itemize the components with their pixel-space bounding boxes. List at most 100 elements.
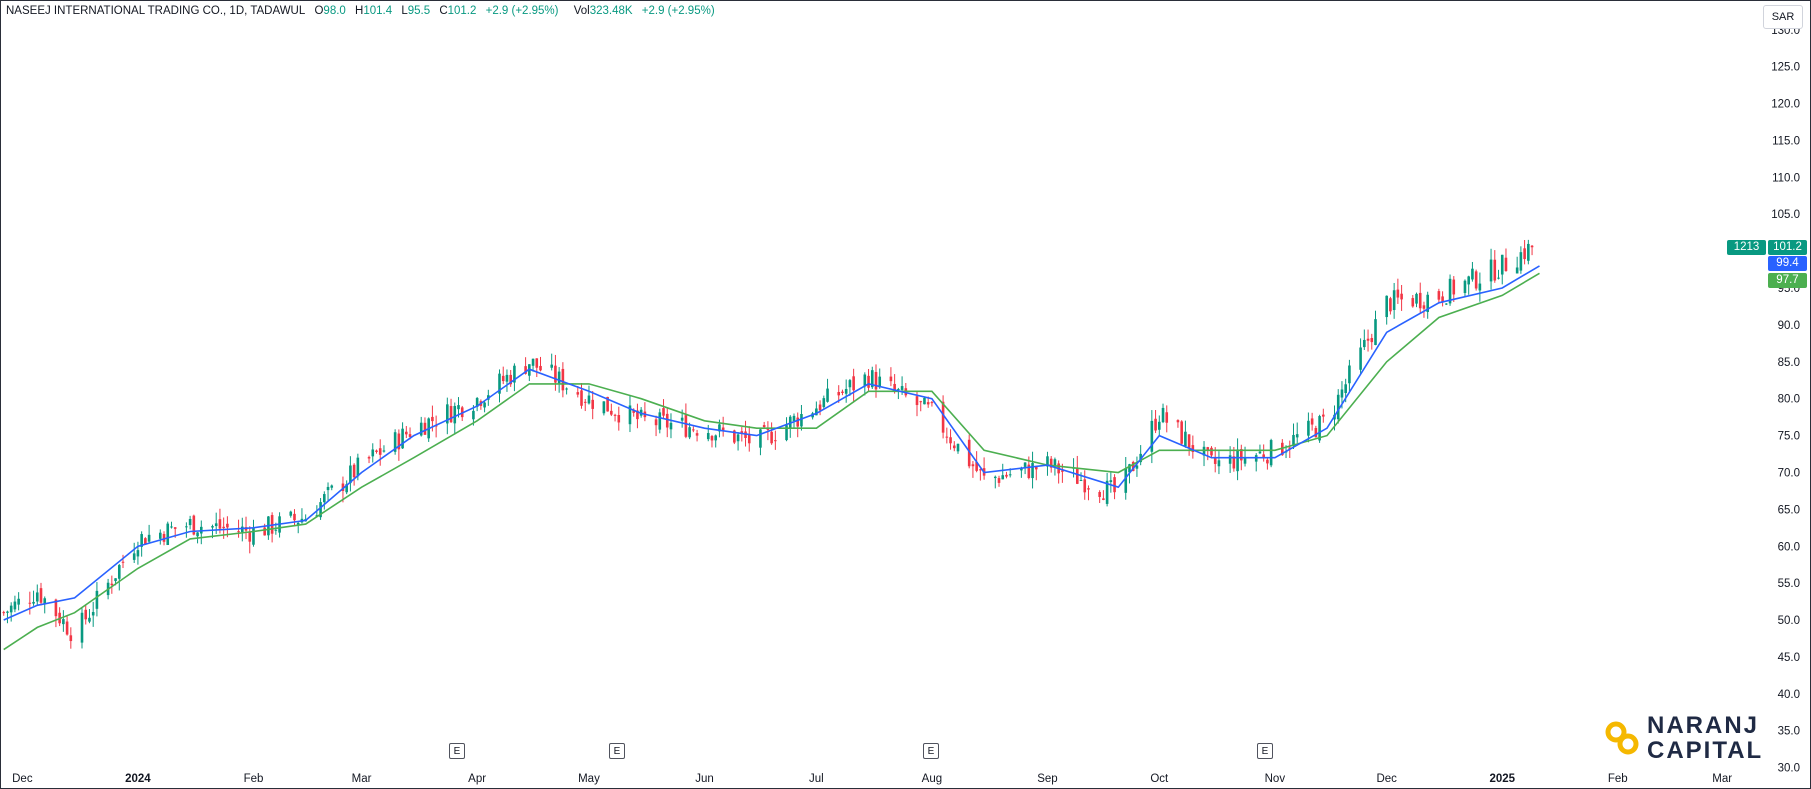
change-value: +2.9 (+2.95%): [485, 5, 559, 17]
candle-body: [1493, 259, 1497, 281]
candle-body: [110, 583, 114, 586]
candle-body: [39, 588, 43, 603]
candle-body: [1187, 434, 1191, 448]
time-axis: Dec 2024 Feb Mar Apr May Jun Jul Aug Sep Oct Nov Dec…: [12, 773, 1732, 785]
candle-body: [770, 431, 773, 444]
earnings-event-marker[interactable]: E: [449, 743, 465, 759]
candle: [956, 443, 960, 454]
candle-body: [792, 415, 796, 422]
candle: [1374, 310, 1377, 346]
candle: [1005, 471, 1008, 479]
candle: [1426, 291, 1429, 319]
candle-body: [188, 519, 192, 526]
earnings-event-marker[interactable]: E: [1257, 743, 1273, 759]
candle: [770, 422, 773, 445]
candle-body: [132, 553, 136, 560]
candle-body: [1020, 467, 1023, 471]
candle-body: [1124, 468, 1128, 493]
candle-body: [613, 414, 617, 416]
candle-body: [472, 410, 475, 420]
candle-body: [170, 526, 173, 528]
candle-body: [680, 417, 684, 421]
currency-button[interactable]: SAR: [1763, 5, 1803, 29]
candle: [1161, 403, 1165, 424]
candle: [498, 369, 501, 403]
candle: [1187, 434, 1191, 456]
candle: [1363, 329, 1366, 351]
candle-body: [863, 374, 867, 387]
candle: [17, 592, 20, 611]
candle-body: [710, 436, 714, 441]
candle: [326, 482, 330, 502]
candle: [1102, 490, 1105, 501]
candle-body: [457, 405, 460, 410]
candle: [166, 521, 170, 546]
candle-body: [345, 484, 348, 493]
candle: [1452, 276, 1456, 302]
volume-change: +2.9 (+2.95%): [641, 5, 715, 17]
candle: [1236, 438, 1239, 481]
candle-body: [1031, 462, 1034, 479]
candle-body: [1497, 277, 1500, 279]
symbol-title[interactable]: NASEEJ INTERNATIONAL TRADING CO., 1D, TA…: [6, 5, 306, 17]
earnings-event-marker[interactable]: E: [923, 743, 939, 759]
candle-body: [602, 401, 606, 414]
candle-body: [557, 371, 561, 384]
candle-body: [818, 404, 822, 411]
candle: [1176, 419, 1180, 428]
candle-body: [185, 526, 188, 528]
price-tick-label: 80.0: [1778, 394, 1800, 406]
time-tick-label: Dec: [1376, 773, 1397, 785]
candle: [945, 427, 949, 444]
candle: [393, 429, 397, 455]
candle-body: [166, 523, 170, 546]
candle-body: [993, 476, 997, 479]
candle-body: [401, 428, 404, 449]
candle: [1527, 239, 1530, 265]
naranj-capital-logo: NARANJ CAPITAL: [1605, 713, 1763, 763]
time-tick-label: Feb: [1608, 773, 1628, 785]
price-tick-label: 60.0: [1778, 541, 1800, 553]
candle: [267, 516, 270, 540]
candle: [1254, 453, 1258, 472]
candle-body: [535, 358, 539, 368]
candle-body: [1184, 431, 1187, 446]
candle: [1031, 451, 1034, 489]
ema-slow-line: [3, 272, 1540, 651]
candle: [91, 601, 95, 627]
earnings-event-marker[interactable]: E: [609, 743, 625, 759]
candle: [1034, 465, 1038, 481]
candle-body: [662, 408, 665, 416]
candle-body: [1370, 338, 1374, 343]
candle-body: [684, 415, 688, 437]
candle-body: [1322, 414, 1325, 417]
candle: [1139, 445, 1142, 466]
candle-body: [1474, 271, 1478, 289]
candle: [423, 417, 427, 435]
candle-body: [889, 376, 893, 382]
candle: [330, 484, 334, 491]
candle: [952, 441, 956, 452]
candle-body: [1389, 298, 1392, 312]
volume-value: 323.48K: [589, 5, 633, 17]
candle: [643, 402, 647, 422]
candle-body: [1415, 293, 1418, 304]
candle-body: [1180, 421, 1183, 444]
candle-body: [539, 365, 542, 371]
candle-body: [583, 401, 587, 403]
candle: [565, 387, 568, 395]
candle-body: [1314, 428, 1318, 438]
candle-body: [62, 619, 65, 625]
candle: [270, 512, 274, 543]
candle: [788, 415, 792, 438]
candle: [1445, 303, 1448, 305]
candle-body: [1515, 267, 1519, 274]
candle-body: [897, 389, 900, 391]
candle: [662, 399, 665, 419]
price-tick-label: 125.0: [1771, 62, 1800, 74]
candle-body: [1359, 347, 1362, 370]
candle-body: [1061, 470, 1064, 472]
candle-body: [837, 391, 841, 396]
candle-body: [405, 431, 408, 435]
